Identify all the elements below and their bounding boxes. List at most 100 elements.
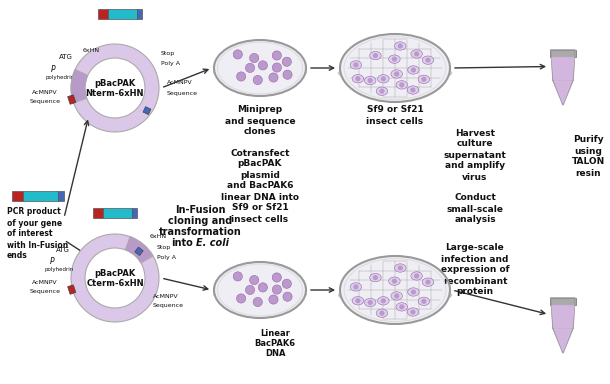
- Wedge shape: [71, 234, 159, 322]
- Text: Harvest: Harvest: [455, 129, 495, 137]
- Ellipse shape: [213, 65, 307, 80]
- Text: small-scale: small-scale: [447, 205, 503, 214]
- Circle shape: [394, 71, 400, 76]
- Circle shape: [398, 265, 403, 271]
- Text: expression of: expression of: [440, 265, 509, 275]
- Circle shape: [379, 311, 384, 316]
- Circle shape: [368, 78, 373, 83]
- Ellipse shape: [213, 286, 307, 302]
- Circle shape: [411, 67, 416, 73]
- Circle shape: [272, 51, 281, 60]
- Circle shape: [425, 58, 431, 63]
- Circle shape: [258, 61, 267, 70]
- Text: polyhedrin: polyhedrin: [45, 74, 74, 79]
- Ellipse shape: [391, 70, 403, 78]
- Text: and sequence: and sequence: [224, 116, 295, 126]
- Text: and BacPAK6: and BacPAK6: [227, 182, 293, 190]
- Bar: [98, 9, 108, 19]
- Text: AcMNPV: AcMNPV: [32, 91, 58, 96]
- Text: pBacPAK: pBacPAK: [95, 78, 135, 88]
- Circle shape: [381, 76, 386, 81]
- Polygon shape: [554, 79, 572, 103]
- Circle shape: [398, 43, 403, 49]
- Ellipse shape: [389, 277, 400, 285]
- Bar: [550, 298, 576, 305]
- Circle shape: [253, 297, 262, 306]
- Circle shape: [282, 57, 292, 66]
- Circle shape: [237, 294, 246, 303]
- Polygon shape: [552, 306, 574, 326]
- Text: Sequence: Sequence: [153, 303, 184, 308]
- Text: polyhedrin: polyhedrin: [45, 266, 74, 271]
- Circle shape: [269, 73, 278, 82]
- Polygon shape: [551, 298, 575, 328]
- Wedge shape: [71, 44, 159, 132]
- Circle shape: [414, 273, 419, 278]
- Circle shape: [272, 285, 281, 294]
- Wedge shape: [125, 237, 153, 263]
- Circle shape: [379, 89, 384, 94]
- Text: Sequence: Sequence: [167, 91, 198, 96]
- Circle shape: [368, 300, 373, 305]
- Circle shape: [394, 293, 400, 299]
- Text: protein: protein: [456, 288, 493, 296]
- Text: Miniprep: Miniprep: [237, 106, 282, 114]
- Text: 6xHN: 6xHN: [150, 233, 167, 238]
- Circle shape: [373, 53, 378, 58]
- Text: into: into: [171, 238, 193, 248]
- Circle shape: [373, 275, 378, 280]
- Ellipse shape: [378, 74, 389, 83]
- Circle shape: [253, 75, 262, 84]
- Ellipse shape: [338, 285, 452, 305]
- Circle shape: [411, 310, 415, 314]
- Circle shape: [355, 76, 361, 81]
- Ellipse shape: [395, 264, 406, 272]
- Text: analysis: analysis: [454, 215, 496, 225]
- Circle shape: [353, 62, 359, 68]
- Ellipse shape: [411, 50, 422, 58]
- Ellipse shape: [350, 283, 362, 291]
- Bar: [108, 9, 137, 19]
- Ellipse shape: [214, 262, 306, 318]
- Text: Sf9 or Sf21: Sf9 or Sf21: [367, 106, 423, 114]
- Text: ATG: ATG: [56, 247, 70, 253]
- Text: infection and: infection and: [441, 255, 509, 263]
- Circle shape: [249, 53, 259, 63]
- Circle shape: [381, 298, 386, 303]
- Circle shape: [414, 51, 419, 56]
- Text: AcMNPV: AcMNPV: [32, 280, 58, 285]
- Text: Stop: Stop: [161, 51, 175, 56]
- Ellipse shape: [378, 296, 389, 305]
- Ellipse shape: [418, 297, 429, 306]
- Text: Cterm-6xHN: Cterm-6xHN: [86, 280, 144, 288]
- Text: Stop: Stop: [157, 245, 171, 250]
- Text: Linear: Linear: [260, 328, 290, 338]
- Ellipse shape: [338, 63, 452, 83]
- Circle shape: [422, 299, 426, 304]
- Ellipse shape: [352, 296, 364, 305]
- Polygon shape: [553, 328, 573, 353]
- Circle shape: [422, 77, 426, 82]
- Ellipse shape: [214, 40, 306, 96]
- Circle shape: [233, 272, 242, 281]
- Polygon shape: [552, 58, 574, 78]
- Circle shape: [272, 273, 281, 282]
- Text: ATG: ATG: [59, 54, 73, 60]
- Bar: [93, 208, 102, 218]
- Circle shape: [392, 56, 397, 62]
- Ellipse shape: [352, 74, 364, 83]
- Ellipse shape: [407, 288, 419, 296]
- Ellipse shape: [396, 303, 407, 311]
- Ellipse shape: [396, 81, 407, 89]
- Circle shape: [245, 285, 254, 295]
- Text: E. coli: E. coli: [196, 238, 229, 248]
- Text: insect cells: insect cells: [367, 116, 423, 126]
- Bar: [23, 191, 58, 201]
- Text: PCR product: PCR product: [7, 207, 61, 217]
- Circle shape: [392, 278, 397, 284]
- Ellipse shape: [376, 87, 388, 95]
- Text: and amplify: and amplify: [445, 162, 505, 170]
- Circle shape: [411, 88, 415, 93]
- Text: culture: culture: [457, 139, 493, 149]
- Polygon shape: [553, 80, 573, 105]
